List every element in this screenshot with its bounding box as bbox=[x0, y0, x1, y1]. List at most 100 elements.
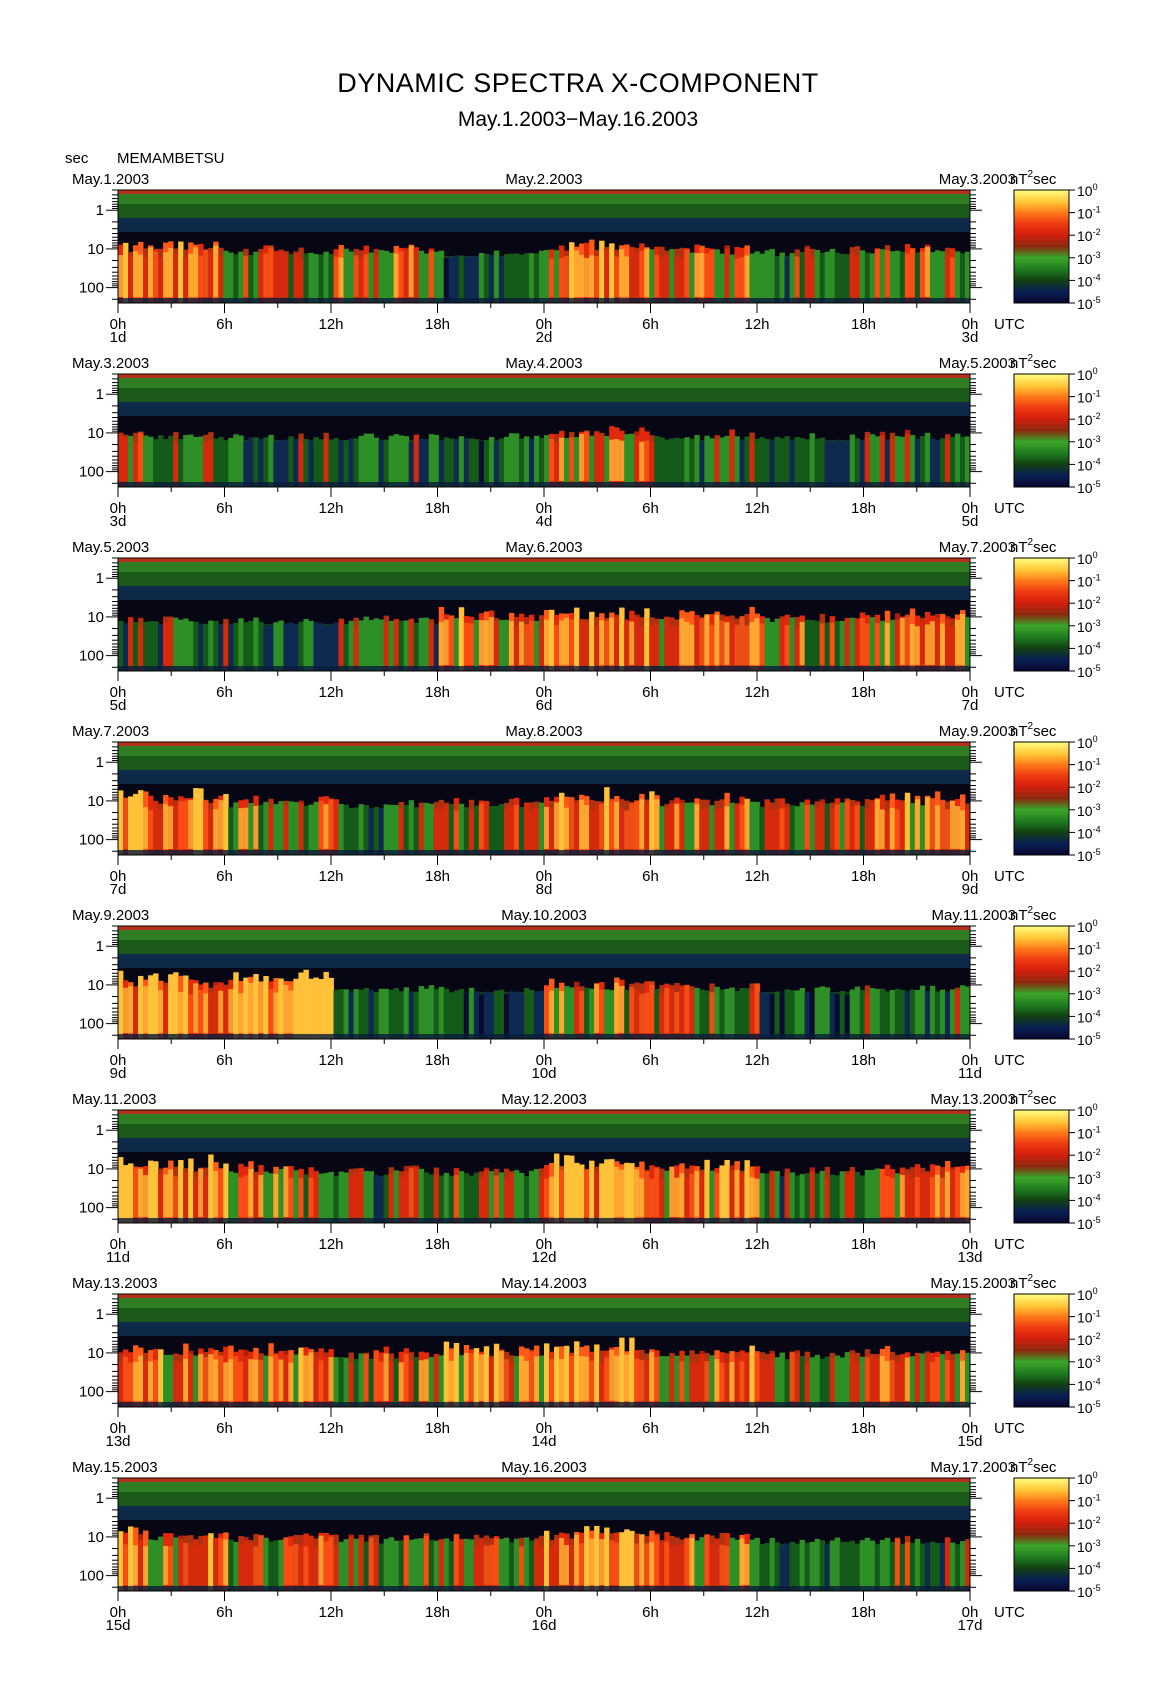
spectrogram-strip bbox=[353, 807, 359, 855]
spectrogram-strip bbox=[233, 254, 239, 303]
spectrogram-highlight bbox=[629, 246, 635, 297]
spectrogram-strip bbox=[158, 1536, 164, 1591]
spectrogram-highlight bbox=[258, 1359, 264, 1401]
spectrogram-highlight bbox=[478, 1539, 485, 1585]
spectrogram-strip bbox=[859, 1175, 866, 1223]
spectrogram-band bbox=[118, 1124, 970, 1138]
x-tick-label: 0h bbox=[962, 1604, 979, 1621]
spectrogram-highlight bbox=[614, 982, 620, 1033]
spectrogram-strip bbox=[378, 988, 385, 1039]
spectrogram-strip bbox=[839, 1171, 846, 1223]
spectrogram-highlight bbox=[503, 808, 510, 849]
x-day-label: 9d bbox=[110, 1065, 127, 1082]
spectrogram-highlight bbox=[869, 800, 876, 849]
spectrogram-highlight bbox=[223, 623, 229, 665]
spectrogram-strip bbox=[934, 991, 941, 1039]
spectrogram-highlight bbox=[629, 987, 635, 1033]
spectrogram-highlight bbox=[448, 615, 455, 665]
spectrogram-strip bbox=[373, 806, 380, 855]
spectrogram-strip bbox=[814, 1354, 821, 1407]
spectrogram-strip bbox=[954, 1544, 961, 1591]
spectrogram-highlight bbox=[183, 1172, 189, 1217]
spectrogram-highlight bbox=[513, 625, 520, 665]
spectrogram-strip bbox=[518, 993, 525, 1039]
spectrogram-highlight bbox=[589, 1360, 595, 1401]
spectrogram-strip bbox=[328, 624, 334, 671]
spectrogram-highlight bbox=[468, 809, 475, 849]
spectrogram-highlight bbox=[123, 1176, 129, 1217]
spectrogram-highlight bbox=[569, 1545, 575, 1585]
spectrogram-highlight bbox=[138, 254, 144, 297]
spectrogram-strip bbox=[869, 434, 876, 487]
spectrogram-highlight bbox=[574, 1357, 580, 1401]
spectrogram-strip bbox=[438, 986, 445, 1039]
spectrogram-strip bbox=[178, 619, 184, 671]
spectrogram-highlight bbox=[924, 246, 931, 297]
spectrogram-highlight bbox=[203, 993, 209, 1033]
spectrogram-highlight bbox=[564, 1545, 570, 1585]
spectrogram-strip bbox=[513, 1538, 520, 1591]
spectrogram-strip bbox=[458, 989, 465, 1039]
spectrogram-strip bbox=[804, 1173, 811, 1223]
colorbar-tick-label: 10-5 bbox=[1077, 295, 1101, 312]
spectrogram-highlight bbox=[213, 1170, 219, 1217]
spectrogram-highlight bbox=[874, 249, 881, 297]
spectrogram-highlight bbox=[158, 809, 164, 849]
spectrogram-strip bbox=[684, 1355, 690, 1407]
spectrogram-highlight bbox=[699, 809, 705, 849]
y-tick-label: 100 bbox=[79, 1200, 104, 1217]
spectrogram-strip bbox=[899, 1544, 906, 1591]
spectrogram-highlight bbox=[238, 993, 244, 1033]
spectrogram-strip bbox=[408, 991, 415, 1039]
spectrogram-strip bbox=[929, 985, 936, 1039]
spectrogram-highlight bbox=[478, 620, 485, 665]
spectrogram-highlight bbox=[158, 258, 164, 297]
x-tick-label: 6h bbox=[216, 868, 233, 885]
spectrogram-strip bbox=[839, 1541, 846, 1591]
spectrogram-highlight bbox=[829, 808, 836, 849]
spectrogram-strip bbox=[544, 435, 550, 487]
spectrogram-highlight bbox=[203, 1176, 209, 1217]
spectrogram-highlight bbox=[118, 1362, 124, 1401]
spectrogram-strip bbox=[659, 619, 665, 671]
spectrogram-strip bbox=[964, 1352, 971, 1407]
spectrogram-strip bbox=[143, 621, 149, 671]
spectrogram-highlight bbox=[744, 625, 750, 665]
spectrogram-highlight bbox=[173, 993, 179, 1033]
spectrogram-highlight bbox=[874, 623, 881, 665]
spectrogram-highlight bbox=[939, 1177, 946, 1217]
spectrogram-strip bbox=[388, 1537, 395, 1591]
spectrogram-strip bbox=[378, 250, 385, 303]
spectrogram-highlight bbox=[649, 1542, 655, 1585]
spectrogram-strip bbox=[458, 1171, 465, 1223]
spectrogram-highlight bbox=[373, 255, 380, 297]
panel-end-date: May.3.2003 bbox=[939, 171, 1016, 188]
spectrogram-highlight bbox=[258, 1174, 264, 1217]
spectrogram-strip bbox=[303, 253, 309, 303]
spectrogram-strip bbox=[654, 988, 660, 1039]
x-axis-unit-label: UTC bbox=[994, 1604, 1025, 1621]
spectrogram-highlight bbox=[574, 981, 580, 1033]
spectrogram-highlight bbox=[784, 1174, 790, 1217]
spectrogram-highlight bbox=[213, 245, 219, 297]
spectrogram-highlight bbox=[143, 1546, 149, 1585]
spectrogram-highlight bbox=[769, 809, 775, 849]
spectrogram-highlight bbox=[428, 622, 435, 665]
spectrogram-strip bbox=[749, 801, 755, 855]
spectrogram-highlight bbox=[914, 1176, 921, 1217]
spectrogram-highlight bbox=[233, 991, 239, 1033]
y-tick-label: 10 bbox=[87, 609, 104, 626]
spectrogram-strip bbox=[909, 435, 916, 487]
spectrogram-highlight bbox=[559, 1166, 565, 1217]
spectrogram-highlight bbox=[594, 983, 600, 1033]
spectrogram-strip bbox=[929, 1541, 936, 1591]
spectrogram-strip bbox=[919, 805, 926, 855]
spectrogram-strip bbox=[624, 434, 630, 487]
spectrogram-strip bbox=[468, 987, 475, 1039]
colorbar-tick-label: 100 bbox=[1077, 366, 1098, 383]
spectrogram-highlight bbox=[463, 622, 470, 665]
spectrogram-highlight bbox=[193, 983, 199, 1033]
spectrogram-strip bbox=[964, 617, 971, 671]
spectrogram-strip bbox=[609, 990, 615, 1039]
spectrogram-highlight bbox=[223, 1171, 229, 1217]
